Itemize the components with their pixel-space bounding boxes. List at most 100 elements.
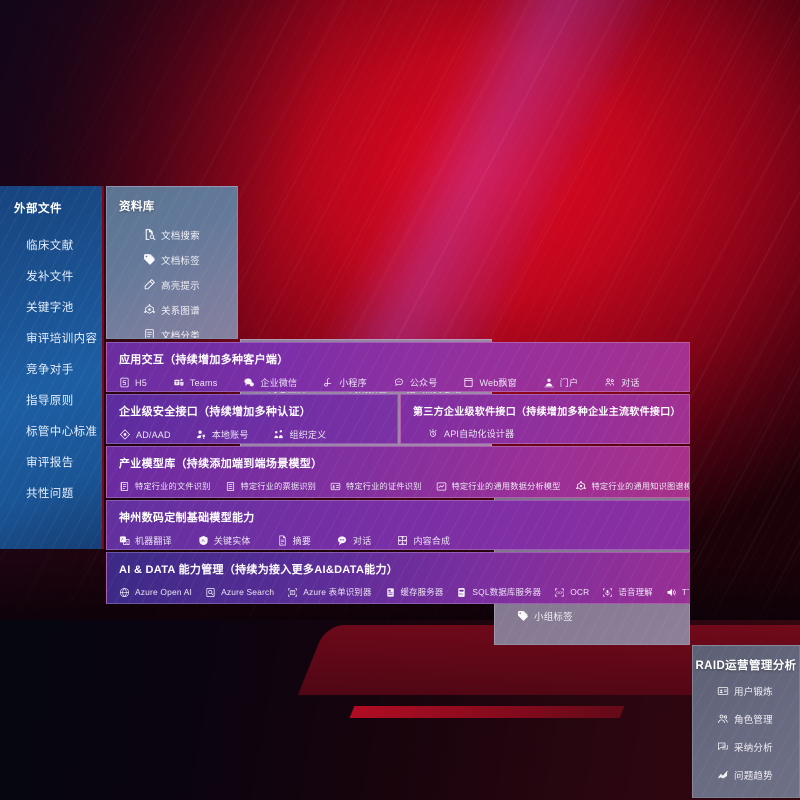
item-azure-openai[interactable]: Azure Open AI bbox=[119, 584, 192, 601]
html5-icon bbox=[119, 377, 130, 388]
item-receipt-recognition[interactable]: 特定行业的票据识别 bbox=[225, 477, 317, 495]
api-gear-icon bbox=[427, 428, 439, 439]
item-official-account[interactable]: 公众号 bbox=[393, 373, 438, 391]
shield-diamond-icon bbox=[119, 429, 131, 440]
item-label: 关键实体 bbox=[213, 536, 251, 546]
item-label: TTS bbox=[681, 587, 689, 597]
item-summary[interactable]: 摘要 bbox=[277, 531, 312, 549]
item-label: 小组标签 bbox=[534, 611, 573, 623]
item-wecom[interactable]: 企业微信 bbox=[243, 373, 298, 391]
item-label: 摘要 bbox=[292, 536, 312, 546]
svg-text:QA: QA bbox=[722, 744, 726, 748]
sidebar-item-keyword-pool[interactable]: 关键字池 bbox=[26, 301, 74, 314]
sidebar-item-common-issues[interactable]: 共性问题 bbox=[26, 487, 74, 500]
svg-text:OCR: OCR bbox=[556, 591, 564, 595]
sidebar-item-standards-center[interactable]: 标管中心标准 bbox=[26, 425, 98, 438]
item-cache-server[interactable]: 缓存服务器 bbox=[385, 583, 444, 601]
item-org-definition[interactable]: 组织定义 bbox=[273, 425, 327, 443]
item-ad-aad[interactable]: AD/AAD bbox=[119, 426, 171, 443]
item-label: 对话 bbox=[621, 378, 640, 388]
item-teams[interactable]: Teams bbox=[173, 374, 218, 391]
item-tts[interactable]: TTS bbox=[666, 584, 689, 601]
item-azure-search[interactable]: Azure Search bbox=[205, 584, 274, 601]
item-file-recognition[interactable]: 特定行业的文件识别 bbox=[119, 477, 211, 495]
item-document-classify[interactable]: 文档分类 bbox=[117, 322, 227, 338]
band-app-interaction-title: 应用交互（持续增加多种客户端） bbox=[119, 354, 289, 366]
item-azure-form-recognizer[interactable]: Azure 表单识别器 bbox=[287, 583, 371, 601]
summary-doc-icon bbox=[277, 535, 288, 546]
card-library: 资料库 文档搜索 文档标签 高亮提示 关系图谱 bbox=[106, 186, 238, 339]
item-content-synthesis[interactable]: 内容合成 bbox=[397, 531, 450, 549]
band-industry-model-library: 产业模型库（持续添加端到端场景模型） 特定行业的文件识别 特定行业的票据识别 特… bbox=[106, 446, 690, 498]
item-speech-understanding[interactable]: 语音理解 bbox=[602, 583, 653, 601]
item-highlight-hint[interactable]: 高亮提示 bbox=[117, 272, 227, 297]
item-label: 缓存服务器 bbox=[400, 587, 444, 597]
openai-icon bbox=[119, 587, 130, 598]
item-id-recognition[interactable]: 特定行业的证件识别 bbox=[330, 477, 422, 495]
sidebar-item-training-content[interactable]: 审评培训内容 bbox=[26, 332, 98, 345]
item-dialogue[interactable]: 对话 bbox=[604, 373, 640, 391]
miniprogram-icon bbox=[323, 377, 334, 388]
item-relation-graph[interactable]: 关系图谱 bbox=[117, 297, 227, 322]
item-role-management[interactable]: 角色管理 bbox=[703, 705, 789, 733]
wecom-icon bbox=[243, 377, 255, 388]
item-label: SQL数据库服务器 bbox=[472, 587, 542, 597]
item-label: 企业微信 bbox=[260, 378, 298, 388]
chat-people-icon bbox=[604, 377, 616, 388]
item-label: Web飘窗 bbox=[479, 378, 517, 388]
item-label: 问题趋势 bbox=[734, 771, 773, 782]
item-user-training[interactable]: 用户锻炼 bbox=[703, 677, 789, 705]
sidebar-item-guidelines[interactable]: 指导原则 bbox=[26, 394, 74, 407]
item-sql-server[interactable]: SQL SQL数据库服务器 bbox=[456, 583, 541, 601]
item-general-knowledge-graph-model[interactable]: 特定行业的通用知识图谱模型 bbox=[575, 477, 689, 495]
trend-chart-icon bbox=[717, 769, 729, 781]
item-label: 机器翻译 bbox=[135, 536, 172, 546]
item-miniprogram[interactable]: 小程序 bbox=[323, 373, 367, 391]
document-list-icon bbox=[143, 328, 156, 338]
item-key-entity[interactable]: A 关键实体 bbox=[198, 531, 251, 549]
band-ai-data-management: AI & DATA 能力管理（持续为接入更多AI&DATA能力） Azure O… bbox=[106, 552, 690, 604]
item-group-tag[interactable]: 小组标签 bbox=[517, 603, 592, 628]
item-dialogue[interactable]: 对话 bbox=[337, 531, 371, 549]
item-label: 文档标签 bbox=[161, 255, 200, 267]
entity-a-icon: A bbox=[198, 535, 209, 546]
item-api-designer[interactable]: API自动化设计器 bbox=[427, 424, 514, 443]
band-dcits-title: 神州数码定制基础模型能力 bbox=[119, 512, 255, 524]
item-ocr[interactable]: OCR OCR bbox=[554, 584, 589, 601]
item-label: Teams bbox=[189, 377, 218, 388]
item-local-account[interactable]: 本地账号 bbox=[195, 425, 249, 443]
item-issue-trend[interactable]: 问题趋势 bbox=[703, 761, 789, 789]
item-label: 公众号 bbox=[409, 378, 438, 388]
band-model-title: 产业模型库（持续添加端到端场景模型） bbox=[119, 458, 323, 470]
item-label: 组织定义 bbox=[289, 430, 327, 440]
item-label: 特定行业的证件识别 bbox=[346, 482, 422, 491]
item-label: 采纳分析 bbox=[734, 743, 773, 754]
knowledge-graph-icon bbox=[575, 480, 587, 492]
item-document-tag[interactable]: 文档标签 bbox=[117, 247, 227, 272]
sidebar-external-files: 外部文件 临床文献 发补文件 关键字池 审评培训内容 竞争对手 指导原则 标管中… bbox=[0, 186, 104, 549]
teams-icon bbox=[173, 377, 185, 388]
highlight-pen-icon bbox=[143, 278, 156, 291]
item-general-data-analysis-model[interactable]: 特定行业的通用数据分析模型 bbox=[436, 477, 561, 495]
item-h5[interactable]: H5 bbox=[119, 374, 147, 391]
band-enterprise-security: 企业级安全接口（持续增加多种认证） AD/AAD 本地账号 组织定义 bbox=[106, 394, 398, 444]
item-portal[interactable]: 门户 bbox=[543, 373, 578, 391]
item-web-popup[interactable]: Web飘窗 bbox=[463, 373, 517, 391]
content-merge-icon bbox=[397, 535, 408, 546]
item-document-search[interactable]: 文档搜索 bbox=[117, 222, 227, 247]
item-label: Azure Search bbox=[221, 587, 275, 597]
band-third-party-software: 第三方企业级软件接口（持续增加多种企业主流软件接口） API自动化设计器 bbox=[400, 394, 690, 444]
sidebar-item-competitors[interactable]: 竞争对手 bbox=[26, 363, 74, 376]
sidebar-item-clinical-literature[interactable]: 临床文献 bbox=[26, 239, 74, 252]
org-people-icon bbox=[273, 429, 285, 440]
item-label: AD/AAD bbox=[136, 429, 171, 440]
item-label: 特定行业的文件识别 bbox=[135, 482, 211, 491]
document-search-icon bbox=[143, 228, 156, 241]
sidebar-item-supplement-docs[interactable]: 发补文件 bbox=[26, 270, 74, 283]
item-adoption-analysis[interactable]: QA 采纳分析 bbox=[703, 733, 789, 761]
band-security-title: 企业级安全接口（持续增加多种认证） bbox=[119, 406, 312, 418]
band-model-items: 特定行业的文件识别 特定行业的票据识别 特定行业的证件识别 特定行业的通用数据分… bbox=[107, 471, 689, 495]
sidebar-item-review-report[interactable]: 审评报告 bbox=[26, 456, 74, 469]
item-label: 特定行业的票据识别 bbox=[240, 482, 316, 491]
